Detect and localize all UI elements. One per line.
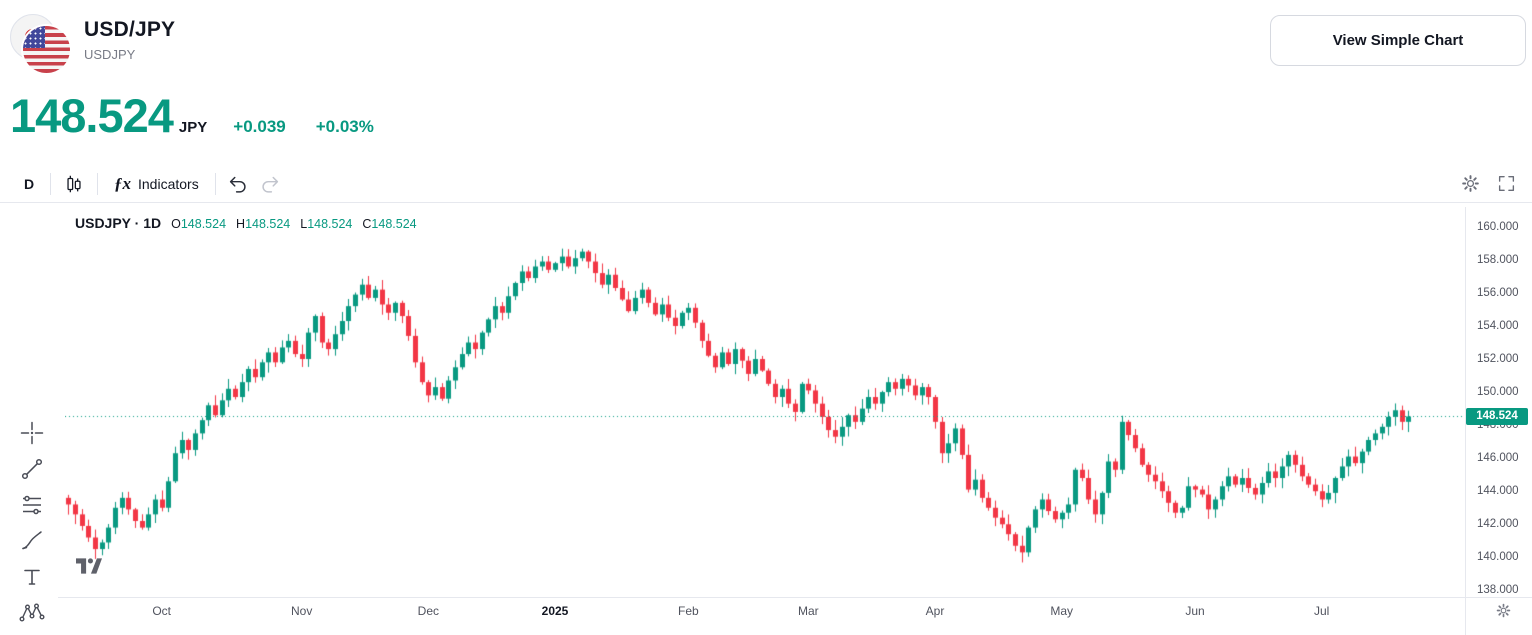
- crosshair-icon: [20, 421, 44, 445]
- current-price: 148.524: [10, 89, 174, 142]
- fib-lines-tool-button[interactable]: [15, 490, 49, 520]
- fib-lines-icon: [23, 495, 41, 515]
- crosshair-tool-button[interactable]: [15, 418, 49, 448]
- interval-button[interactable]: D: [23, 175, 35, 192]
- legend-open: O148.524: [171, 217, 227, 231]
- y-axis-label: 138.000: [1477, 584, 1519, 597]
- price-currency: JPY: [178, 119, 208, 136]
- toolbar-separator: [214, 172, 216, 195]
- chart-legend[interactable]: USDJPY · 1D O148.524 H148.524 L148.524 C…: [75, 215, 417, 231]
- toolbar-separator: [97, 172, 98, 195]
- trendline-tool-button[interactable]: [15, 454, 49, 484]
- x-axis-label: Apr: [925, 604, 945, 618]
- tradingview-logo[interactable]: [76, 558, 102, 579]
- x-axis-label: May: [1050, 604, 1073, 618]
- price-section: 148.524 JPY +0.039 +0.03%: [10, 88, 374, 143]
- gear-icon: [1461, 175, 1479, 192]
- x-axis-label: Jul: [1313, 604, 1330, 618]
- y-axis-label: 156.000: [1477, 286, 1519, 299]
- view-simple-chart-button[interactable]: View Simple Chart: [1270, 15, 1526, 66]
- y-axis-label: 158.000: [1477, 253, 1519, 266]
- text-icon: [24, 569, 40, 585]
- axis-settings-button[interactable]: [1495, 602, 1512, 619]
- time-axis[interactable]: Oct Nov Dec 2025 Feb Mar Apr May Jun Jul: [65, 598, 1465, 634]
- legend-close: C148.524: [362, 217, 417, 231]
- xabcd-pattern-tool-button[interactable]: [15, 598, 49, 628]
- x-axis-label: Feb: [677, 604, 699, 618]
- candle-style-button[interactable]: [57, 169, 91, 199]
- price-change: +0.039: [233, 117, 286, 136]
- text-tool-button[interactable]: [15, 562, 49, 592]
- y-axis-label: 152.000: [1477, 353, 1519, 366]
- x-axis-label: 2025: [541, 604, 569, 618]
- indicators-label: Indicators: [138, 175, 199, 192]
- x-axis-label: Dec: [417, 604, 439, 618]
- candlestick-canvas[interactable]: [65, 207, 1465, 597]
- chart-settings-button[interactable]: [1452, 169, 1488, 199]
- redo-button[interactable]: [254, 169, 286, 199]
- fullscreen-button[interactable]: [1488, 169, 1524, 199]
- brush-tool-button[interactable]: [15, 526, 49, 556]
- usd-flag-icon: [23, 26, 70, 73]
- x-axis-label: Nov: [290, 604, 313, 618]
- gear-icon: [1496, 603, 1511, 618]
- y-axis-label: 160.000: [1477, 220, 1519, 233]
- fx-icon: ƒx: [114, 173, 131, 193]
- y-axis-label: 140.000: [1477, 551, 1519, 564]
- time-axis-border: [58, 597, 1532, 598]
- y-axis-label: 150.000: [1477, 386, 1519, 399]
- legend-low: L148.524: [300, 217, 353, 231]
- drawing-toolbar: [0, 203, 58, 635]
- y-axis-label: 142.000: [1477, 518, 1519, 531]
- legend-high: H148.524: [236, 217, 291, 231]
- toolbar-separator: [50, 172, 51, 195]
- y-axis-label: 154.000: [1477, 319, 1519, 332]
- x-axis-label: Oct: [152, 604, 171, 618]
- brush-icon: [22, 531, 42, 550]
- page-subtitle: USDJPY: [84, 47, 136, 62]
- page-title: USD/JPY: [84, 18, 176, 41]
- price-axis-label: 148.524: [1466, 407, 1528, 425]
- pair-flag-icon: [10, 14, 70, 74]
- undo-icon: [229, 176, 246, 193]
- price-axis[interactable]: 148.524 160.000 158.000 156.000 154.000 152.…: [1466, 207, 1532, 597]
- y-axis-label: 144.000: [1477, 485, 1519, 498]
- chart-toolbar: D ƒx Indicators: [0, 165, 1532, 203]
- xabcd-pattern-icon: [19, 603, 45, 622]
- redo-icon: [262, 176, 278, 193]
- chart-plot-area[interactable]: [65, 207, 1465, 597]
- fullscreen-icon: [1498, 175, 1514, 192]
- header: USD/JPY USDJPY View Simple Chart: [0, 0, 1532, 90]
- legend-symbol[interactable]: USDJPY · 1D: [75, 215, 162, 231]
- x-axis-label: Jun: [1185, 604, 1205, 618]
- price-change-percent: +0.03%: [315, 117, 374, 136]
- price-axis-border: [1465, 207, 1466, 635]
- indicators-button[interactable]: ƒx Indicators: [104, 169, 209, 199]
- trendline-icon: [21, 458, 43, 480]
- candles-icon: [67, 175, 81, 192]
- x-axis-label: Mar: [797, 604, 819, 618]
- y-axis-label: 146.000: [1477, 452, 1519, 465]
- undo-button[interactable]: [222, 169, 254, 199]
